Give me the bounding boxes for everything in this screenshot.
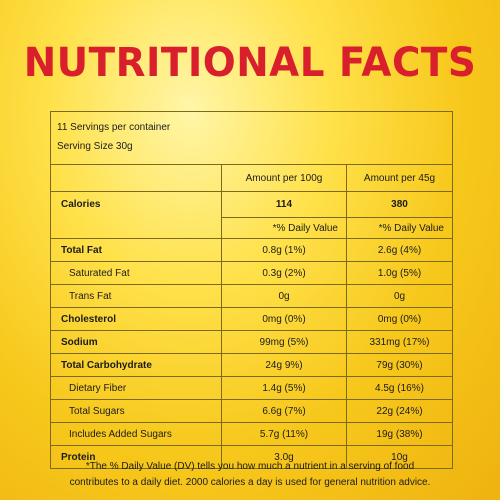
serving-size: Serving Size 30g xyxy=(57,141,133,152)
nutrient-label: Includes Added Sugars xyxy=(51,422,222,446)
column-header-row: Amount per 100g Amount per 45g xyxy=(51,165,452,192)
page-title: NUTRITIONAL FACTS xyxy=(23,40,477,86)
nutrient-per-100g: 1.4g (5%) xyxy=(221,376,347,400)
nutrient-per-45g: 2.6g (4%) xyxy=(346,238,452,262)
nutrient-row: Saturated Fat 0.3g (2%) 1.0g (5%) xyxy=(51,261,452,285)
nutrition-table-panel: 11 Servings per container Serving Size 3… xyxy=(50,111,453,469)
nutrient-per-45g: 4.5g (16%) xyxy=(346,376,452,400)
nutrient-per-100g: 5.7g (11%) xyxy=(221,422,347,446)
nutrition-table: Amount per 100g Amount per 45g Calories … xyxy=(51,165,452,468)
nutrient-per-45g: 0g xyxy=(346,284,452,308)
nutrient-per-45g: 10g xyxy=(346,445,452,468)
nutrient-per-45g: 79g (30%) xyxy=(346,353,452,377)
nutrient-per-45g: 22g (24%) xyxy=(346,399,452,423)
nutrient-label: Cholesterol xyxy=(51,307,222,331)
nutrient-label: Saturated Fat xyxy=(51,261,222,285)
nutrient-label: Total Fat xyxy=(51,238,222,262)
calories-row: Calories 114 380 xyxy=(51,191,452,218)
footnote-line-2: contributes to a daily diet. 2000 calori… xyxy=(69,477,431,488)
nutrient-per-100g: 0mg (0%) xyxy=(221,307,347,331)
nutrient-label: Total Sugars xyxy=(51,399,222,423)
nutrient-per-100g: 24g 9%) xyxy=(221,353,347,377)
nutrient-row: Dietary Fiber 1.4g (5%) 4.5g (16%) xyxy=(51,376,452,400)
nutrient-label: Trans Fat xyxy=(51,284,222,308)
nutrient-row: Total Carbohydrate 24g 9%) 79g (30%) xyxy=(51,353,452,377)
nutrient-row: Cholesterol 0mg (0%) 0mg (0%) xyxy=(51,307,452,331)
daily-value-header-100g: *% Daily Value xyxy=(221,217,347,239)
nutrient-label: Protein xyxy=(51,445,222,468)
footnote: *The % Daily Value (DV) tells you how mu… xyxy=(0,459,500,491)
nutrient-per-45g: 0mg (0%) xyxy=(346,307,452,331)
column-header-per-100g: Amount per 100g xyxy=(221,165,347,192)
nutrient-per-100g: 0g xyxy=(221,284,347,308)
calories-label: Calories xyxy=(51,191,222,218)
nutrient-label: Total Carbohydrate xyxy=(51,353,222,377)
nutrient-row: Sodium 99mg (5%) 331mg (17%) xyxy=(51,330,452,354)
column-header-per-45g: Amount per 45g xyxy=(346,165,452,192)
calories-per-100g: 114 xyxy=(221,191,347,218)
column-header-blank xyxy=(51,165,222,192)
nutrient-row: Trans Fat 0g 0g xyxy=(51,284,452,308)
nutrient-row: Total Sugars 6.6g (7%) 22g (24%) xyxy=(51,399,452,423)
nutrient-label: Dietary Fiber xyxy=(51,376,222,400)
nutrient-per-45g: 331mg (17%) xyxy=(346,330,452,354)
nutrient-row: Total Fat 0.8g (1%) 2.6g (4%) xyxy=(51,238,452,262)
nutrient-per-100g: 3.0g xyxy=(221,445,347,468)
servings-per-container: 11 Servings per container xyxy=(57,122,171,133)
daily-value-header-row: *% Daily Value *% Daily Value xyxy=(51,217,452,239)
nutrient-per-45g: 19g (38%) xyxy=(346,422,452,446)
nutrient-per-100g: 6.6g (7%) xyxy=(221,399,347,423)
daily-value-header-45g: *% Daily Value xyxy=(346,217,452,239)
calories-per-45g: 380 xyxy=(346,191,452,218)
daily-value-blank xyxy=(51,218,222,239)
nutrient-label: Sodium xyxy=(51,330,222,354)
nutrient-per-100g: 0.3g (2%) xyxy=(221,261,347,285)
nutrient-per-45g: 1.0g (5%) xyxy=(346,261,452,285)
nutrient-per-100g: 99mg (5%) xyxy=(221,330,347,354)
serving-info: 11 Servings per container Serving Size 3… xyxy=(51,112,452,165)
nutrient-per-100g: 0.8g (1%) xyxy=(221,238,347,262)
nutrient-row: Includes Added Sugars 5.7g (11%) 19g (38%) xyxy=(51,422,452,446)
nutrient-row: Protein 3.0g 10g xyxy=(51,445,452,468)
footnote-line-1: *The % Daily Value (DV) tells you how mu… xyxy=(85,461,415,472)
